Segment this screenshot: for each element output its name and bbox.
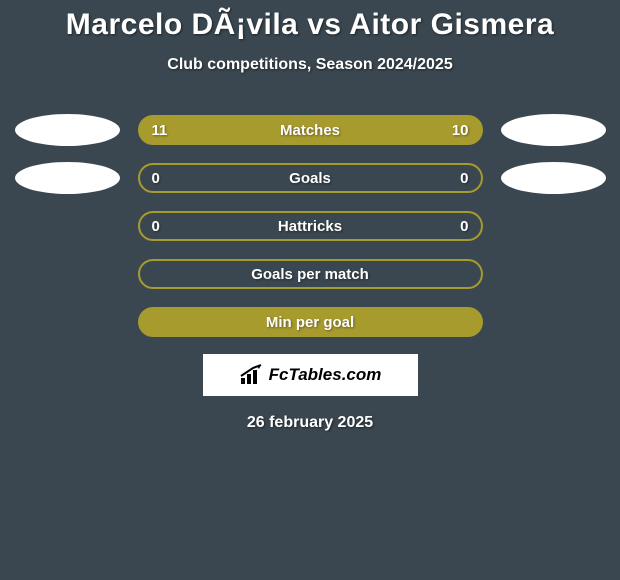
stat-label: Matches — [280, 122, 340, 139]
stat-bar: 11 Matches 10 — [138, 115, 483, 145]
stat-row: 11 Matches 10 — [0, 114, 620, 146]
stat-bar: Min per goal — [138, 307, 483, 337]
subtitle: Club competitions, Season 2024/2025 — [0, 56, 620, 74]
stat-value-right: 0 — [460, 218, 468, 235]
stat-row: 0 Goals 0 — [0, 162, 620, 194]
left-spacer — [15, 210, 120, 242]
right-spacer — [501, 210, 606, 242]
stat-row: 0 Hattricks 0 — [0, 210, 620, 242]
date-label: 26 february 2025 — [0, 414, 620, 432]
page-title: Marcelo DÃ¡vila vs Aitor Gismera — [0, 8, 620, 42]
stat-value-right: 0 — [460, 170, 468, 187]
stat-row: Goals per match — [0, 258, 620, 290]
chart-icon — [239, 364, 265, 386]
left-ellipse — [15, 162, 120, 194]
stat-label: Goals — [289, 170, 331, 187]
stat-value-left: 11 — [152, 122, 168, 139]
stat-label: Min per goal — [266, 314, 354, 331]
logo-box[interactable]: FcTables.com — [203, 354, 418, 396]
left-spacer — [15, 306, 120, 338]
stat-label: Hattricks — [278, 218, 342, 235]
comparison-container: Marcelo DÃ¡vila vs Aitor Gismera Club co… — [0, 0, 620, 432]
left-ellipse — [15, 114, 120, 146]
right-ellipse — [501, 162, 606, 194]
stat-value-left: 0 — [152, 218, 160, 235]
stat-bar: 0 Hattricks 0 — [138, 211, 483, 241]
stat-bar: Goals per match — [138, 259, 483, 289]
right-ellipse — [501, 114, 606, 146]
left-spacer — [15, 258, 120, 290]
stat-value-right: 10 — [452, 122, 469, 139]
right-spacer — [501, 258, 606, 290]
stat-label: Goals per match — [251, 266, 369, 283]
stat-row: Min per goal — [0, 306, 620, 338]
right-spacer — [501, 306, 606, 338]
stats-area: 11 Matches 10 0 Goals 0 0 Hattricks 0 Goals per m… — [0, 114, 620, 338]
stat-value-left: 0 — [152, 170, 160, 187]
logo-text: FcTables.com — [269, 365, 382, 385]
stat-bar: 0 Goals 0 — [138, 163, 483, 193]
